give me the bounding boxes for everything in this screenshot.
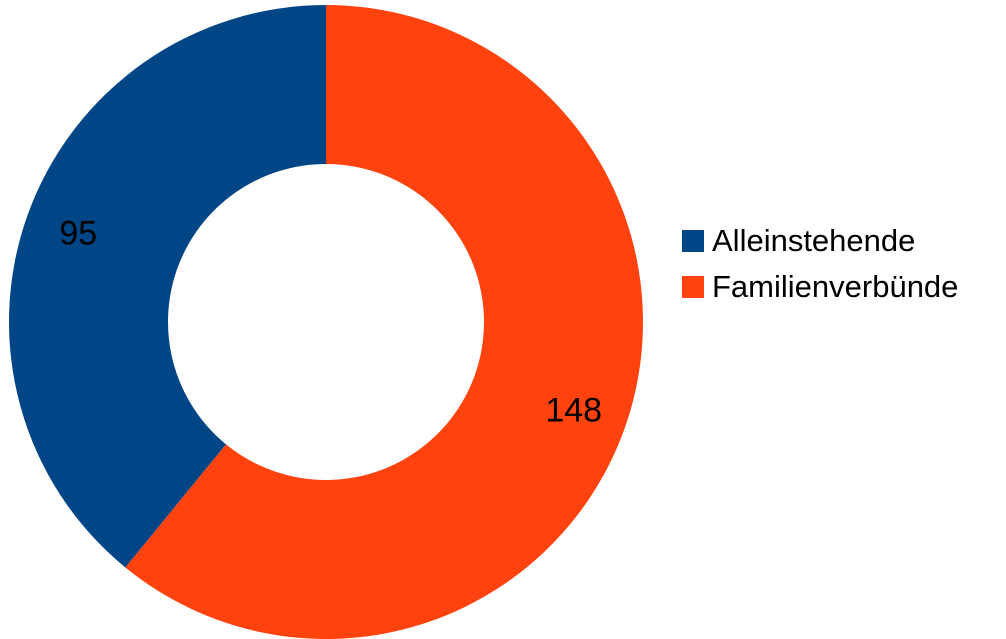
- legend-item-alleinstehende: Alleinstehende: [682, 218, 1004, 264]
- slice-familienverbünde: [125, 5, 643, 639]
- slice-alleinstehende: [8, 5, 327, 568]
- slices-group: [8, 5, 643, 639]
- legend-item-familienverbuende: Familienverbünde: [682, 264, 1004, 310]
- legend-label-alleinstehende: Alleinstehende: [712, 223, 916, 258]
- data-label-alleinstehende: 95: [59, 215, 97, 253]
- data-labels-group: 95 148: [59, 215, 602, 430]
- legend: Alleinstehende Familienverbünde: [682, 218, 1004, 310]
- legend-swatch-alleinstehende: [682, 230, 704, 252]
- legend-label-familienverbuende: Familienverbünde: [712, 269, 959, 304]
- legend-swatch-familienverbuende: [682, 276, 704, 298]
- data-label-familienverbünde: 148: [545, 391, 602, 429]
